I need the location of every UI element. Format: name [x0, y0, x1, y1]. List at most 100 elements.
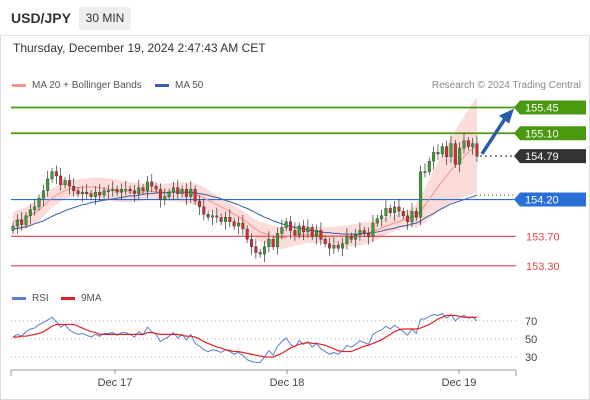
candle-body	[98, 191, 102, 196]
candle-body	[371, 222, 375, 237]
candle-body	[180, 189, 184, 194]
candle-body	[176, 187, 180, 194]
candle-body	[206, 214, 210, 218]
candle-body	[141, 187, 145, 191]
candle-body	[293, 230, 297, 236]
candle-body	[380, 215, 384, 219]
candle-body	[462, 140, 466, 149]
candle-body	[427, 161, 431, 172]
candle-body	[137, 187, 141, 194]
candle-body	[449, 143, 453, 158]
candle-body	[453, 143, 457, 165]
candle-body	[306, 227, 310, 233]
candle-body	[232, 221, 236, 227]
candle-body	[323, 239, 327, 244]
candle-body	[150, 181, 154, 187]
forecast-arrow-shaft	[480, 117, 507, 155]
candle-body	[384, 208, 388, 216]
candle-body	[315, 230, 319, 237]
candle-body	[20, 219, 24, 225]
candle-body	[41, 190, 45, 199]
candle-body	[375, 218, 379, 224]
candle-body	[102, 190, 106, 196]
candle-body	[215, 215, 219, 218]
level-label-5: 153.30	[526, 261, 560, 273]
rsi-level-label-0: 70	[525, 316, 537, 328]
candle-body	[119, 189, 123, 193]
forecast-arrow-head	[499, 108, 514, 124]
ma50-line	[12, 191, 478, 235]
candle-body	[184, 189, 188, 197]
ma9-swatch	[61, 297, 75, 300]
candle-body	[106, 190, 110, 192]
candle-body	[362, 230, 366, 234]
candle-body	[54, 171, 58, 177]
level-tag-3	[514, 192, 586, 207]
candle-body	[354, 234, 358, 240]
candle-body	[37, 197, 41, 208]
candle-body	[319, 230, 323, 240]
candle-body	[432, 152, 436, 162]
candle-body	[406, 215, 410, 222]
candle-body	[332, 244, 336, 249]
candle-body	[11, 225, 15, 231]
level-tag-2	[514, 149, 586, 164]
candle-body	[280, 227, 284, 234]
candle-body	[258, 252, 262, 255]
candle-body	[89, 193, 93, 197]
candle-body	[76, 190, 80, 194]
level-label-4: 153.70	[526, 231, 560, 243]
candle-body	[302, 225, 306, 233]
legend-ma20: MA 20 + Bollinger Bands	[12, 80, 142, 91]
rsi-level-label-1: 50	[525, 334, 537, 346]
candle-body	[124, 189, 128, 191]
candle-body	[284, 221, 288, 228]
candle-body	[171, 187, 175, 193]
ma20-line	[12, 145, 478, 239]
candle-body	[267, 239, 271, 247]
candle-body	[72, 186, 76, 191]
candle-body	[245, 228, 249, 240]
level-label-0: 155.45	[525, 103, 559, 115]
rsi-swatch	[12, 297, 26, 300]
ma9-label: 9MA	[81, 293, 102, 304]
candle-body	[310, 227, 314, 237]
chart-header: USD/JPY 30 MIN	[0, 0, 590, 36]
candle-body	[158, 189, 162, 200]
candle-body	[197, 200, 201, 208]
candle-body	[85, 191, 89, 194]
rsi-label: RSI	[32, 293, 49, 304]
candle-body	[111, 189, 115, 191]
level-label-1: 155.10	[525, 128, 559, 140]
candle-body	[193, 189, 197, 202]
interval-button[interactable]: 30 MIN	[79, 7, 131, 30]
candle-body	[63, 180, 67, 186]
candle-body	[93, 191, 97, 197]
candle-body	[358, 230, 362, 236]
rsi-ma9-line	[13, 314, 477, 358]
candle-body	[15, 219, 19, 227]
candle-body	[336, 244, 340, 249]
candle-body	[28, 209, 32, 216]
candle-body	[263, 246, 267, 255]
level-label-2: 154.79	[525, 151, 559, 163]
x-tick-label-1: Dec 18	[270, 377, 305, 389]
candle-body	[128, 189, 132, 191]
candle-body	[154, 186, 158, 190]
candle-body	[24, 215, 28, 225]
candle-body	[250, 239, 254, 247]
candle-body	[219, 217, 223, 222]
candle-body	[33, 206, 37, 211]
level-tag-1	[514, 126, 586, 141]
x-tick-label-0: Dec 17	[98, 377, 133, 389]
candle-body	[328, 243, 332, 249]
ma50-label: MA 50	[175, 80, 204, 91]
symbol-label: USD/JPY	[11, 10, 71, 26]
chart-datetime: Thursday, December 19, 2024 2:47:43 AM C…	[13, 41, 266, 55]
candle-body	[445, 146, 449, 158]
candle-body	[276, 233, 280, 247]
candle-body	[241, 222, 245, 230]
bollinger-band	[13, 97, 477, 249]
candle-body	[388, 208, 392, 213]
